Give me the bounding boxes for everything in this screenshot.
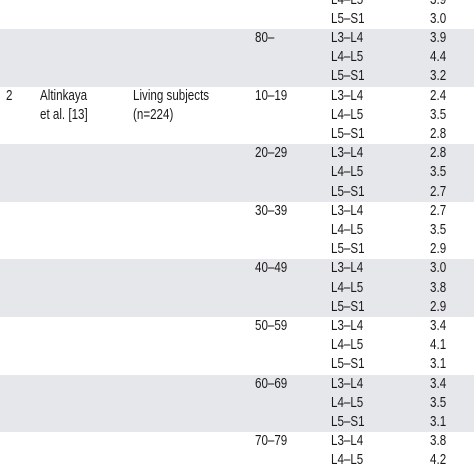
age-group: 50–59: [255, 318, 288, 334]
value: 2.8: [429, 126, 446, 142]
age-group: 20–29: [255, 145, 288, 162]
value: 3.1: [429, 414, 446, 430]
value: 3.4: [429, 318, 446, 334]
value: 3.0: [429, 260, 446, 277]
level: L5–S1: [331, 126, 365, 142]
author: et al. [13]: [40, 106, 88, 123]
value: 3.5: [429, 222, 446, 238]
value: 3.9: [430, 0, 446, 10]
value: 4.2: [429, 452, 446, 469]
value: 2.7: [429, 183, 446, 200]
row-band: [0, 374, 474, 433]
value: 3.5: [429, 394, 446, 411]
row-band: [0, 259, 474, 317]
level: L5–S1: [331, 10, 365, 27]
value: 4.1: [429, 337, 446, 354]
row-band: [0, 0, 474, 29]
level: L5–S1: [331, 68, 365, 85]
level: L3–L4: [331, 87, 364, 104]
value: 3.1: [430, 471, 446, 474]
level: L4–L5: [331, 279, 364, 296]
value: 3.5: [429, 106, 446, 123]
value: 2.8: [429, 145, 446, 162]
value: 3.5: [429, 164, 446, 181]
age-group: 10–19: [255, 87, 288, 104]
value: 3.4: [429, 375, 446, 392]
age-group: 80–: [255, 30, 275, 46]
value: 3.8: [429, 279, 446, 296]
level: L3–L4: [331, 433, 364, 450]
level: L4–L5: [331, 0, 363, 10]
value: 4.4: [429, 49, 446, 66]
row-band: [0, 144, 474, 202]
level: L5–S1: [331, 471, 365, 474]
age-group: 60–69: [255, 375, 288, 392]
level: L5–S1: [331, 183, 365, 200]
value: 3.8: [429, 433, 446, 450]
value: 2.9: [429, 298, 446, 315]
author: Altinkaya: [40, 87, 88, 104]
level: L4–L5: [331, 337, 364, 354]
level: L3–L4: [331, 318, 364, 334]
level: L5–S1: [331, 241, 365, 258]
age-group: 30–39: [255, 202, 288, 219]
value: 2.4: [429, 87, 446, 104]
level: L3–L4: [331, 375, 364, 392]
level: L4–L5: [331, 394, 364, 411]
level: L4–L5: [331, 49, 364, 66]
age-group: 40–49: [255, 260, 288, 277]
level: L5–S1: [331, 356, 365, 373]
level: L4–L5: [331, 164, 364, 181]
value: 3.0: [429, 10, 446, 27]
row-band: [0, 432, 474, 474]
subjects: Living subjects: [133, 87, 210, 104]
row-band: [0, 317, 474, 375]
value: 3.2: [429, 68, 446, 85]
level: L3–L4: [331, 202, 364, 219]
value: 3.9: [429, 30, 446, 46]
row-number: 2: [6, 87, 13, 104]
row-band: [0, 202, 474, 260]
level: L4–L5: [331, 222, 364, 238]
subjects: (n=224): [133, 106, 174, 123]
level: L4–L5: [331, 452, 364, 469]
age-group: 70–79: [255, 433, 288, 450]
level: L3–L4: [331, 30, 364, 46]
level: L5–S1: [331, 414, 365, 430]
level: L3–L4: [331, 260, 364, 277]
value: 2.7: [429, 202, 446, 219]
row-band: [0, 29, 474, 87]
level: L4–L5: [331, 106, 364, 123]
level: L5–S1: [331, 298, 365, 315]
value: 3.1: [429, 356, 446, 373]
level: L3–L4: [331, 145, 364, 162]
value: 2.9: [429, 241, 446, 258]
